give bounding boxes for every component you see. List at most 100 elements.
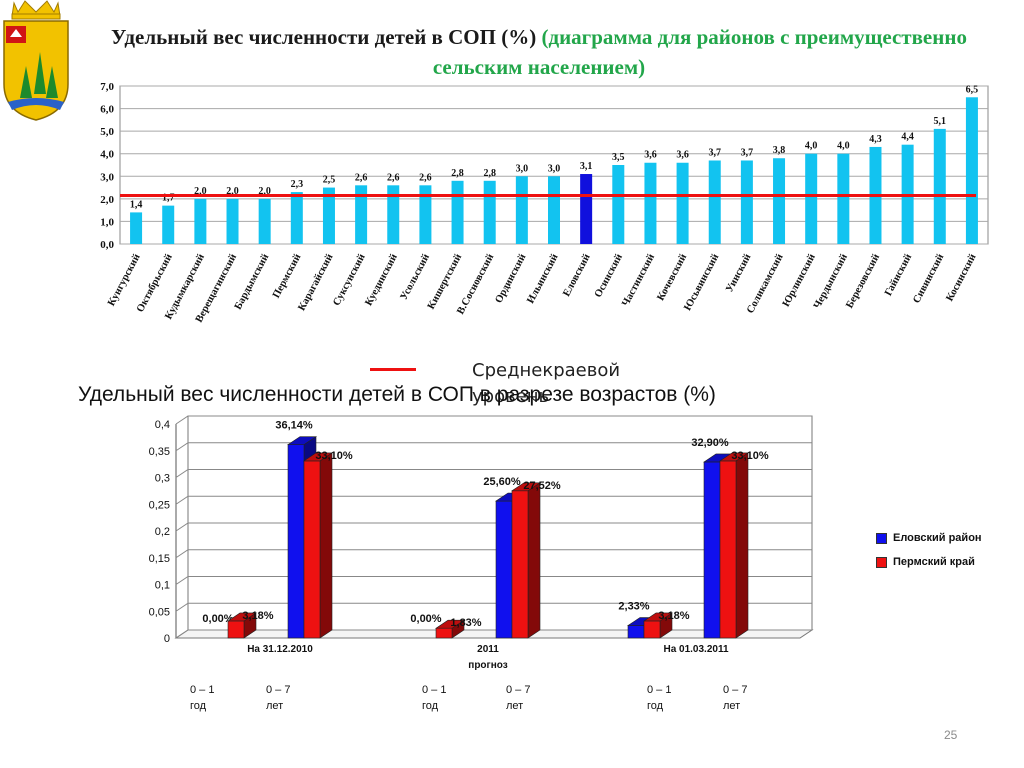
bar [548, 176, 560, 244]
x-tick-label: Куединский [363, 252, 399, 308]
bar-value-label: 3,5 [612, 152, 625, 163]
coat-of-arms-icon [3, 0, 69, 121]
bar-value-label: 3,18% [658, 610, 689, 622]
bar [805, 153, 818, 244]
age-label-g2-s1: 0 – 1 год [422, 684, 447, 712]
bar-value-label: 2,6 [355, 172, 368, 183]
bar-top [303, 452, 333, 462]
bar [227, 620, 245, 639]
bar [965, 97, 978, 245]
age-label-g1-s2: 0 – 7 лет [266, 684, 291, 712]
x-tick-label: Суксунский [331, 252, 367, 307]
bar-side [527, 482, 541, 639]
gridline [175, 602, 812, 612]
y-tick-label: 5,0 [100, 126, 114, 138]
bar-value-label: 33,10% [731, 450, 769, 462]
age-label-g3-s2: 0 – 7 лет [723, 684, 748, 712]
bar [451, 180, 464, 244]
bar-value-label: 3,7 [708, 147, 721, 158]
gridline [175, 415, 812, 425]
gridline [175, 522, 812, 532]
bar [287, 444, 305, 639]
bar-value-label: 3,0 [516, 163, 529, 174]
bar-side [319, 452, 333, 639]
x-tick-label: Частинский [620, 252, 657, 308]
average-legend-label: Среднекраевой уровень [472, 360, 621, 407]
bar [355, 185, 368, 244]
bar [612, 165, 625, 244]
bar-value-label: 2,6 [387, 172, 400, 183]
bar [773, 158, 786, 244]
x-tick-label: Ординский [493, 252, 528, 305]
age-chart-legend: Еловский район Пермский край [876, 526, 982, 574]
x-tick-label: Осинский [593, 252, 625, 299]
bar-value-label: 2,0 [194, 186, 207, 197]
bar [162, 205, 175, 244]
legend-swatch-elovsky [876, 532, 887, 544]
bar-value-label: 0,00% [202, 613, 233, 625]
bar [495, 500, 513, 639]
age-label-g3-s1: 0 – 1 год [647, 684, 672, 712]
gridline [175, 469, 812, 478]
x-tick-label: Карагайский [296, 252, 335, 313]
bar [303, 460, 321, 639]
chart-title-main: Удельный вес численности детей в СОП (%) [111, 25, 542, 49]
y-tick-label: 0,35 [149, 446, 170, 458]
bar [580, 174, 593, 244]
age-label-g2-s2: 0 – 7 лет [506, 684, 531, 712]
bar-top [511, 482, 541, 492]
bar-top [719, 452, 749, 462]
bar-value-label: 2,8 [451, 168, 464, 179]
bar [511, 490, 529, 639]
x-tick-label: Кочевский [655, 252, 689, 302]
y-tick-label: 0,1 [155, 580, 170, 592]
gridline [175, 629, 812, 639]
bar [226, 198, 239, 244]
bar [290, 192, 303, 244]
age-chart-title: Удельный вес численности детей в СОП в р… [78, 383, 716, 406]
legend-item-perm-krai: Пермский край [876, 550, 982, 574]
x-tick-label: Кунгурский [106, 252, 143, 308]
x-tick-label: Еловский [561, 252, 593, 298]
bar-value-label: 33,10% [315, 450, 353, 462]
x-tick-label: Березовский [844, 252, 882, 310]
x-tick-label: Пермский [271, 252, 303, 300]
bar [258, 198, 271, 244]
bar-value-label: 1,4 [130, 199, 143, 210]
x-tick-label: Сивинский [911, 252, 946, 305]
x-tick-label: Чердынский [812, 252, 850, 311]
bar [515, 176, 528, 244]
bar-value-label: 4,0 [805, 141, 818, 152]
bar-top [435, 619, 465, 629]
bar-value-label: 2,33% [618, 601, 649, 613]
bar-value-label: 2,3 [291, 179, 304, 190]
bar-value-label: 25,60% [483, 476, 521, 488]
average-legend-swatch [370, 368, 416, 371]
bar-value-label: 2,0 [258, 186, 271, 197]
bar-value-label: 4,0 [837, 141, 850, 152]
bar [322, 187, 335, 244]
bar-value-label: 3,6 [644, 150, 657, 161]
bar-side [735, 452, 749, 639]
x-tick-label: Косинский [944, 252, 978, 303]
bar [435, 627, 453, 639]
bar [627, 625, 645, 639]
x-tick-label: Юсьвинский [682, 252, 721, 312]
bar-value-label: 1,83% [450, 617, 481, 629]
legend-item-elovsky: Еловский район [876, 526, 982, 550]
gridline [175, 495, 812, 505]
x-group-label: 2011 [477, 644, 499, 655]
bar [837, 153, 850, 244]
legend-label-perm-krai: Пермский край [893, 556, 975, 568]
gridline [175, 576, 812, 585]
bar [740, 160, 753, 244]
bar-value-label: 6,5 [966, 84, 979, 95]
bar-value-label: 4,4 [901, 132, 914, 143]
y-tick-label: 4,0 [100, 149, 114, 161]
gridline [175, 549, 812, 559]
bar [708, 160, 721, 244]
bar [130, 212, 143, 244]
bar [676, 162, 689, 244]
bar [387, 185, 400, 244]
bar-value-label: 27,52% [523, 480, 561, 492]
